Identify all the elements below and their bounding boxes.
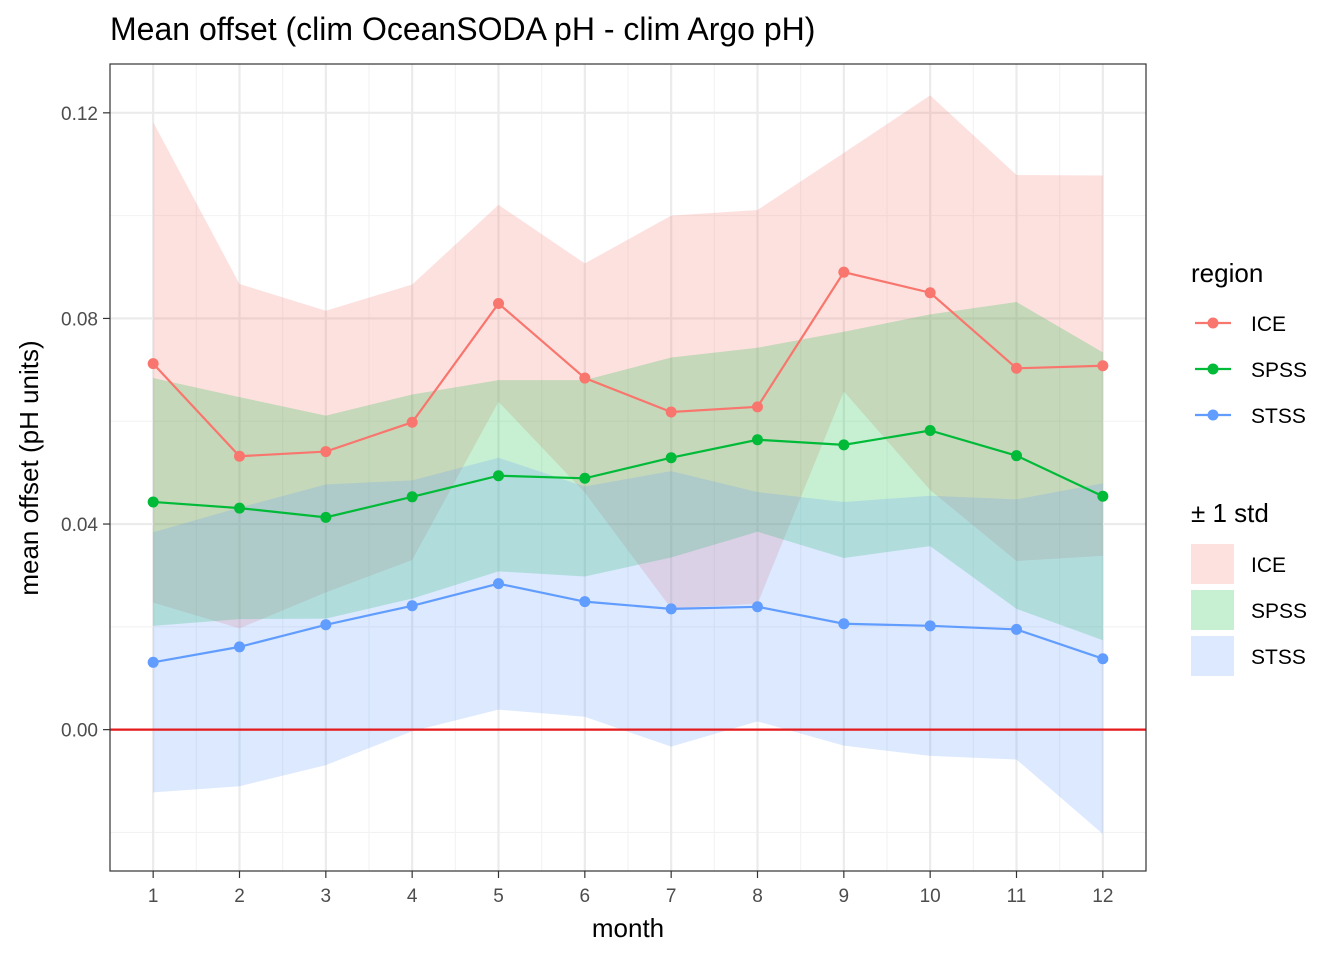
y-tick-label: 0.00: [61, 721, 98, 742]
point-stss-month-10: [924, 620, 936, 632]
point-spss-month-4: [406, 491, 418, 503]
point-spss-month-8: [752, 434, 763, 446]
point-ice-month-12: [1097, 360, 1109, 372]
point-ice-month-11: [1011, 362, 1022, 374]
point-spss-month-2: [234, 502, 245, 514]
x-axis-title: month: [592, 913, 664, 943]
x-tick-label: 1: [148, 886, 159, 907]
legend-label-spss: SPSS: [1251, 359, 1307, 382]
x-tick-label: 3: [321, 886, 332, 907]
y-tick-label: 0.12: [61, 104, 98, 125]
y-tick-label: 0.08: [61, 309, 98, 330]
point-stss-month-8: [752, 601, 763, 613]
x-tick-label: 5: [493, 886, 504, 907]
point-stss-month-9: [838, 618, 850, 630]
legend-std-label-spss: SPSS: [1251, 600, 1307, 623]
x-tick-label: 2: [234, 886, 245, 907]
point-stss-month-7: [665, 603, 677, 615]
ribbon-ice: [153, 95, 1103, 629]
x-tick-label: 11: [1007, 886, 1027, 907]
legend-fill-key-spss: [1191, 590, 1234, 630]
point-spss-month-7: [665, 452, 677, 464]
x-tick-label: 6: [580, 886, 591, 907]
point-stss-month-12: [1097, 653, 1109, 665]
legend-point-spss: [1207, 363, 1219, 375]
minor-gridlines: [110, 64, 1146, 871]
point-stss-month-5: [493, 578, 504, 590]
y-axis: 0.00 0.04 0.08 0.12: [61, 104, 110, 742]
point-spss-month-3: [320, 511, 332, 523]
point-spss-month-11: [1011, 450, 1022, 462]
point-ice-month-10: [924, 287, 936, 299]
plot-area: [109, 63, 1147, 872]
chart-title: Mean offset (clim OceanSODA pH - clim Ar…: [110, 11, 815, 47]
x-tick-label: 4: [407, 886, 418, 907]
ribbon-spss: [153, 301, 1103, 641]
point-spss-month-12: [1097, 490, 1109, 502]
point-stss-month-3: [320, 619, 332, 631]
legend-point-ice: [1207, 317, 1219, 329]
std-ribbons: [153, 95, 1103, 834]
point-stss-month-11: [1011, 623, 1022, 635]
series-points: [147, 266, 1109, 668]
point-ice-month-6: [579, 372, 591, 384]
legend-point-stss: [1207, 409, 1219, 421]
legend-fill-key-ice: [1191, 544, 1234, 584]
point-spss-month-9: [838, 439, 850, 451]
x-tick-label: 10: [920, 886, 941, 907]
legend-title-std: ± 1 std: [1191, 498, 1269, 528]
series-line-spss: [153, 429, 1104, 519]
point-ice-month-5: [493, 298, 504, 310]
x-tick-label: 9: [839, 886, 850, 907]
legend-label-stss: STSS: [1251, 405, 1306, 428]
point-stss-month-6: [579, 596, 591, 608]
y-axis-title: mean offset (pH units): [14, 340, 44, 595]
point-ice-month-2: [234, 450, 245, 462]
point-stss-month-2: [234, 641, 245, 653]
panel-border: [109, 63, 1147, 872]
point-stss-month-4: [406, 600, 418, 612]
point-ice-month-4: [406, 416, 418, 428]
x-axis: 1 2 3 4 5 6 7 8 9 10 11 12: [148, 871, 1113, 907]
point-ice-month-3: [320, 446, 332, 458]
series-line-ice: [152, 270, 1103, 458]
legend-std-label-stss: STSS: [1251, 646, 1306, 669]
x-tick-label: 12: [1092, 886, 1113, 907]
ribbon-stss: [153, 457, 1103, 834]
point-stss-month-1: [147, 656, 159, 668]
point-ice-month-1: [147, 358, 159, 370]
legend-label-ice: ICE: [1251, 313, 1286, 336]
x-tick-label: 7: [666, 886, 677, 907]
x-tick-label: 8: [752, 886, 763, 907]
legends: region ICE SPSS STSS ± 1 std ICE SPSS STSS: [1191, 258, 1307, 676]
series-lines: [152, 270, 1104, 664]
legend-fill-key-stss: [1191, 636, 1234, 676]
series-line-stss: [152, 582, 1104, 664]
point-spss-month-1: [147, 496, 159, 508]
point-spss-month-10: [924, 424, 936, 436]
point-ice-month-7: [665, 406, 677, 418]
point-ice-month-8: [752, 401, 763, 413]
legend-std-label-ice: ICE: [1251, 554, 1286, 577]
y-tick-label: 0.04: [61, 515, 98, 536]
legend-title-region: region: [1191, 258, 1263, 288]
point-ice-month-9: [838, 266, 850, 278]
point-spss-month-6: [579, 472, 591, 484]
point-spss-month-5: [493, 470, 504, 482]
